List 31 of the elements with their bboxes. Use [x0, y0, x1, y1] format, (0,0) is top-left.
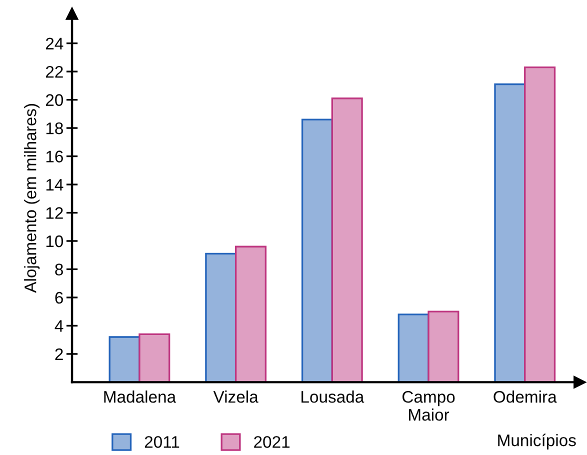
y-tick-label: 2 — [55, 348, 63, 360]
x-tick-label: Lousada — [302, 390, 364, 403]
bar — [428, 310, 460, 382]
legend-label: 2021 — [254, 436, 290, 448]
y-tick-label: 10 — [46, 235, 64, 248]
x-tick-label: Madalena — [104, 390, 176, 403]
bar — [524, 66, 556, 382]
x-tick-label: Odemira — [494, 390, 557, 403]
bar — [494, 83, 526, 382]
bar — [234, 246, 267, 382]
y-tick-label: 14 — [46, 179, 64, 191]
y-tick-label: 18 — [46, 122, 63, 134]
y-axis-title: Alojamento (em milhares) — [24, 104, 40, 293]
y-tick-label: 24 — [46, 38, 64, 50]
bar — [331, 98, 363, 382]
x-tick-label: Campo Maior — [402, 390, 455, 421]
y-tick-label: 22 — [46, 66, 63, 78]
y-tick-label: 16 — [46, 150, 63, 162]
bar — [108, 336, 140, 382]
y-tick-label: 20 — [46, 94, 64, 106]
x-tick-label: Vizela — [213, 390, 258, 403]
bar — [398, 314, 430, 382]
bar — [301, 118, 333, 382]
x-axis-title: Municípios — [498, 434, 576, 450]
bar — [205, 252, 237, 382]
y-tick-label: 8 — [55, 264, 63, 276]
bar — [138, 333, 170, 382]
y-tick-label: 6 — [55, 292, 63, 304]
y-tick-label: 4 — [54, 320, 64, 332]
legend-label: 2011 — [144, 436, 180, 448]
y-tick-label: 12 — [46, 207, 63, 219]
